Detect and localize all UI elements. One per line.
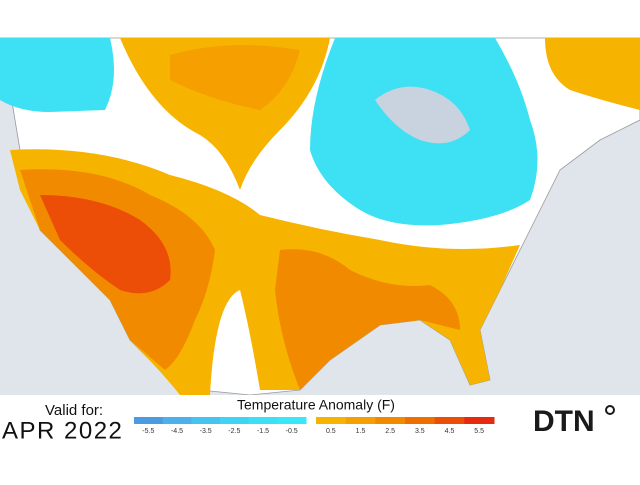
brand-logo: DTN xyxy=(533,405,595,438)
legend-label: -3.5 xyxy=(200,428,212,435)
legend-title: Temperature Anomaly (F) xyxy=(237,397,395,413)
legend-label: -2.5 xyxy=(228,428,240,435)
legend-swatch xyxy=(405,417,436,424)
warm-southcentral xyxy=(275,249,460,390)
warm-northeast xyxy=(545,38,640,110)
legend-label: 1.5 xyxy=(356,428,366,435)
footer-bar xyxy=(0,395,640,480)
great-lakes xyxy=(375,86,470,144)
legend-label: -1.5 xyxy=(257,428,269,435)
legend-swatch xyxy=(345,417,376,424)
brand-dot xyxy=(605,405,615,415)
legend-swatch xyxy=(191,417,221,424)
valid-date: APR 2022 xyxy=(2,417,123,444)
legend-swatch xyxy=(434,417,465,424)
legend-label: 4.5 xyxy=(445,428,455,435)
legend-swatch xyxy=(248,417,278,424)
map xyxy=(0,37,640,396)
legend-swatch xyxy=(375,417,406,424)
legend-swatch xyxy=(464,417,495,424)
legend-label: 2.5 xyxy=(385,428,395,435)
legend-label: -5.5 xyxy=(142,428,154,435)
legend-swatch xyxy=(220,417,250,424)
legend-label: -0.5 xyxy=(286,428,298,435)
hot-southwest xyxy=(40,195,171,294)
legend-label: -4.5 xyxy=(171,428,183,435)
legend-label: 5.5 xyxy=(474,428,484,435)
legend-swatch xyxy=(277,417,307,424)
legend-swatch xyxy=(316,417,347,424)
warm-north-core xyxy=(170,45,300,110)
legend-swatch xyxy=(162,417,192,424)
legend-label: 3.5 xyxy=(415,428,425,435)
valid-label: Valid for: xyxy=(45,402,103,419)
cold-northwest xyxy=(0,38,114,112)
legend: -5.5 -4.5 -3.5 -2.5 -1.5 -0.5 0.5 1.5 2.5 3.5 4.5 5… xyxy=(134,417,495,435)
legend-swatch xyxy=(134,417,164,424)
legend-label: 0.5 xyxy=(326,428,336,435)
